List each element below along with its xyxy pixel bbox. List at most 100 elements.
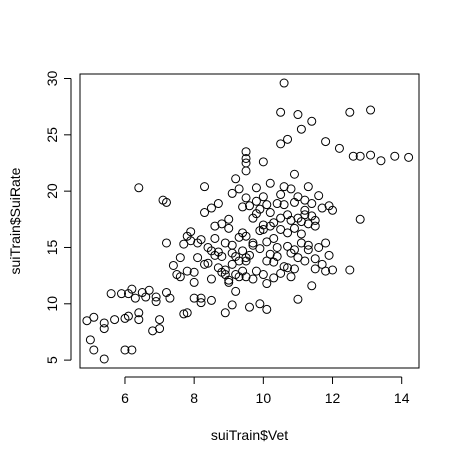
data-point <box>311 255 319 263</box>
data-point <box>256 300 264 308</box>
data-point <box>90 346 98 354</box>
data-point <box>308 200 316 208</box>
data-point <box>335 144 343 152</box>
y-tick-label: 15 <box>44 239 60 255</box>
data-point <box>270 234 278 242</box>
data-point <box>377 157 385 165</box>
data-point <box>304 241 312 249</box>
data-point <box>304 183 312 191</box>
data-point <box>367 151 375 159</box>
y-tick-label: 30 <box>44 71 60 87</box>
data-point <box>263 280 271 288</box>
data-point <box>156 316 164 324</box>
data-point <box>242 167 250 175</box>
data-point <box>287 185 295 193</box>
data-point <box>249 275 257 283</box>
x-tick-label: 12 <box>325 390 341 406</box>
data-point <box>100 355 108 363</box>
data-points <box>83 79 413 363</box>
data-point <box>284 135 292 143</box>
data-point <box>277 108 285 116</box>
data-point <box>266 179 274 187</box>
data-point <box>304 246 312 254</box>
data-point <box>297 230 305 238</box>
data-point <box>294 111 302 119</box>
data-point <box>152 298 160 306</box>
data-point <box>290 170 298 178</box>
data-point <box>356 215 364 223</box>
data-point <box>86 336 94 344</box>
data-point <box>156 325 164 333</box>
data-point <box>315 192 323 200</box>
data-point <box>325 251 333 259</box>
data-point <box>346 108 354 116</box>
data-point <box>190 278 198 286</box>
data-point <box>221 309 229 317</box>
data-point <box>263 305 271 313</box>
data-point <box>228 301 236 309</box>
data-point <box>308 282 316 290</box>
data-point <box>259 193 267 201</box>
data-point <box>266 209 274 217</box>
data-point <box>232 287 240 295</box>
y-axis-title: suiTrain$SuiRate <box>7 167 23 274</box>
data-point <box>207 296 215 304</box>
x-tick-label: 6 <box>121 390 129 406</box>
data-point <box>246 303 254 311</box>
data-point <box>197 299 205 307</box>
data-point <box>169 261 177 269</box>
data-point <box>301 257 309 265</box>
data-point <box>90 313 98 321</box>
data-point <box>131 294 139 302</box>
data-point <box>176 254 184 262</box>
y-tick-label: 5 <box>44 356 60 364</box>
data-point <box>111 316 119 324</box>
data-point <box>232 175 240 183</box>
data-point <box>135 184 143 192</box>
y-tick-label: 10 <box>44 296 60 312</box>
x-axis: 6 8 10 12 14 <box>121 377 410 406</box>
data-point <box>367 106 375 114</box>
x-tick-label: 8 <box>190 390 198 406</box>
data-point <box>280 79 288 87</box>
data-point <box>225 215 233 223</box>
data-point <box>322 138 330 146</box>
data-point <box>263 201 271 209</box>
data-point <box>346 266 354 274</box>
data-point <box>256 245 264 253</box>
data-point <box>225 224 233 232</box>
data-point <box>107 290 115 298</box>
data-point <box>287 273 295 281</box>
data-point <box>405 153 413 161</box>
y-axis: 5 10 15 20 25 30 <box>44 71 71 365</box>
data-point <box>290 224 298 232</box>
data-point <box>301 206 309 214</box>
data-point <box>201 183 209 191</box>
data-point <box>242 159 250 167</box>
data-point <box>259 271 267 279</box>
data-point <box>145 286 153 294</box>
data-point <box>211 234 219 242</box>
y-tick-label: 20 <box>44 183 60 199</box>
x-axis-title: suiTrain$Vet <box>211 427 288 443</box>
data-point <box>252 184 260 192</box>
data-point <box>194 254 202 262</box>
data-point <box>391 152 399 160</box>
data-point <box>242 194 250 202</box>
data-point <box>277 191 285 199</box>
data-point <box>259 158 267 166</box>
data-point <box>162 239 170 247</box>
data-point <box>308 117 316 125</box>
data-point <box>297 125 305 133</box>
data-point <box>228 241 236 249</box>
data-point <box>235 185 243 193</box>
data-point <box>294 295 302 303</box>
data-point <box>207 275 215 283</box>
x-tick-label: 10 <box>256 390 272 406</box>
y-tick-label: 25 <box>44 127 60 143</box>
data-point <box>322 239 330 247</box>
data-point <box>214 200 222 208</box>
data-point <box>152 293 160 301</box>
data-point <box>273 243 281 251</box>
